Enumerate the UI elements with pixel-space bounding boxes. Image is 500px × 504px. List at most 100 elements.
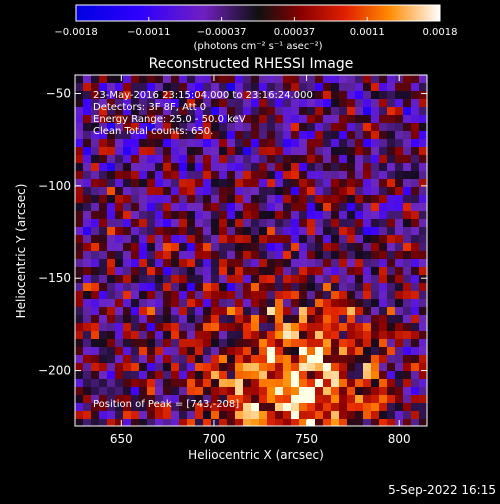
heatmap-cell xyxy=(291,187,299,195)
heatmap-cell xyxy=(371,411,379,419)
heatmap-cell xyxy=(123,235,131,243)
heatmap-cell xyxy=(339,355,347,363)
heatmap-cell xyxy=(115,179,123,187)
heatmap-cell xyxy=(331,363,339,371)
heatmap-cell xyxy=(355,91,363,99)
heatmap-cell xyxy=(395,331,403,339)
heatmap-cell xyxy=(259,299,267,307)
heatmap-cell xyxy=(387,363,395,371)
heatmap-cell xyxy=(339,419,347,426)
heatmap-cell xyxy=(91,267,99,275)
heatmap-cell xyxy=(275,299,283,307)
heatmap-cell xyxy=(291,123,299,131)
heatmap-cell xyxy=(251,371,259,379)
heatmap-cell xyxy=(139,179,147,187)
heatmap-cell xyxy=(123,75,131,83)
heatmap-cell xyxy=(371,99,379,107)
heatmap-cell xyxy=(179,355,187,363)
heatmap-cell xyxy=(171,355,179,363)
heatmap-cell xyxy=(227,403,235,411)
heatmap-cell xyxy=(363,347,371,355)
heatmap-cell xyxy=(179,83,187,91)
x-tick-label: 700 xyxy=(202,432,225,446)
heatmap-cell xyxy=(251,403,259,411)
heatmap-cell xyxy=(395,363,403,371)
heatmap-cell xyxy=(227,91,235,99)
heatmap-cell xyxy=(155,139,163,147)
heatmap-cell xyxy=(131,259,139,267)
heatmap-cell xyxy=(403,115,411,123)
heatmap-cell xyxy=(363,275,371,283)
heatmap-cell xyxy=(283,323,291,331)
heatmap-cell xyxy=(323,155,331,163)
heatmap-cell xyxy=(211,243,219,251)
heatmap-cell xyxy=(147,211,155,219)
heatmap-cell xyxy=(163,219,171,227)
heatmap-cell xyxy=(347,131,355,139)
heatmap-cell xyxy=(195,291,203,299)
heatmap-cell xyxy=(171,339,179,347)
heatmap-cell xyxy=(363,307,371,315)
heatmap-cell xyxy=(315,107,323,115)
heatmap-cell xyxy=(275,155,283,163)
heatmap-cell xyxy=(339,411,347,419)
heatmap-cell xyxy=(91,235,99,243)
heatmap-cell xyxy=(147,363,155,371)
heatmap-cell xyxy=(355,139,363,147)
heatmap-cell xyxy=(123,163,131,171)
heatmap-cell xyxy=(347,99,355,107)
heatmap-cell xyxy=(299,219,307,227)
heatmap-cell xyxy=(91,179,99,187)
heatmap-cell xyxy=(179,419,187,426)
heatmap-cell xyxy=(179,227,187,235)
heatmap-cell xyxy=(123,227,131,235)
heatmap-cell xyxy=(363,299,371,307)
heatmap-cell xyxy=(331,171,339,179)
heatmap-cell xyxy=(299,251,307,259)
heatmap-cell xyxy=(363,75,371,83)
heatmap-cell xyxy=(219,315,227,323)
heatmap-cell xyxy=(107,179,115,187)
heatmap-cell xyxy=(259,155,267,163)
heatmap-cell xyxy=(259,107,267,115)
heatmap-cell xyxy=(299,171,307,179)
heatmap-cell xyxy=(179,323,187,331)
heatmap-cell xyxy=(395,91,403,99)
heatmap-cell xyxy=(331,155,339,163)
heatmap-cell xyxy=(419,283,427,291)
heatmap-cell xyxy=(155,91,163,99)
heatmap-cell xyxy=(235,139,243,147)
heatmap-cell xyxy=(147,83,155,91)
heatmap-cell xyxy=(75,179,83,187)
heatmap-cell xyxy=(139,171,147,179)
heatmap-cell xyxy=(147,387,155,395)
heatmap-cell xyxy=(275,275,283,283)
heatmap-cell xyxy=(211,195,219,203)
heatmap-cell xyxy=(403,251,411,259)
heatmap-cell xyxy=(75,203,83,211)
heatmap-cell xyxy=(243,307,251,315)
heatmap-cell xyxy=(315,139,323,147)
heatmap-cell xyxy=(131,219,139,227)
heatmap-cell xyxy=(411,331,419,339)
heatmap-cell xyxy=(115,403,123,411)
heatmap-cell xyxy=(371,403,379,411)
heatmap-cell xyxy=(251,179,259,187)
heatmap-cell xyxy=(275,291,283,299)
heatmap-cell xyxy=(411,171,419,179)
heatmap-cell xyxy=(291,387,299,395)
heatmap-cell xyxy=(251,251,259,259)
heatmap-cell xyxy=(363,187,371,195)
heatmap-cell xyxy=(171,347,179,355)
heatmap-cell xyxy=(139,139,147,147)
heatmap-cell xyxy=(163,363,171,371)
heatmap-cell xyxy=(123,275,131,283)
annotation-time-range: 23-May-2016 23:15:04.000 to 23:16:24.000 xyxy=(93,90,313,101)
heatmap-cell xyxy=(315,347,323,355)
heatmap-cell xyxy=(203,219,211,227)
heatmap-cell xyxy=(211,355,219,363)
heatmap-cell xyxy=(379,307,387,315)
heatmap-cell xyxy=(171,131,179,139)
heatmap-cell xyxy=(283,307,291,315)
heatmap-cell xyxy=(235,419,243,426)
